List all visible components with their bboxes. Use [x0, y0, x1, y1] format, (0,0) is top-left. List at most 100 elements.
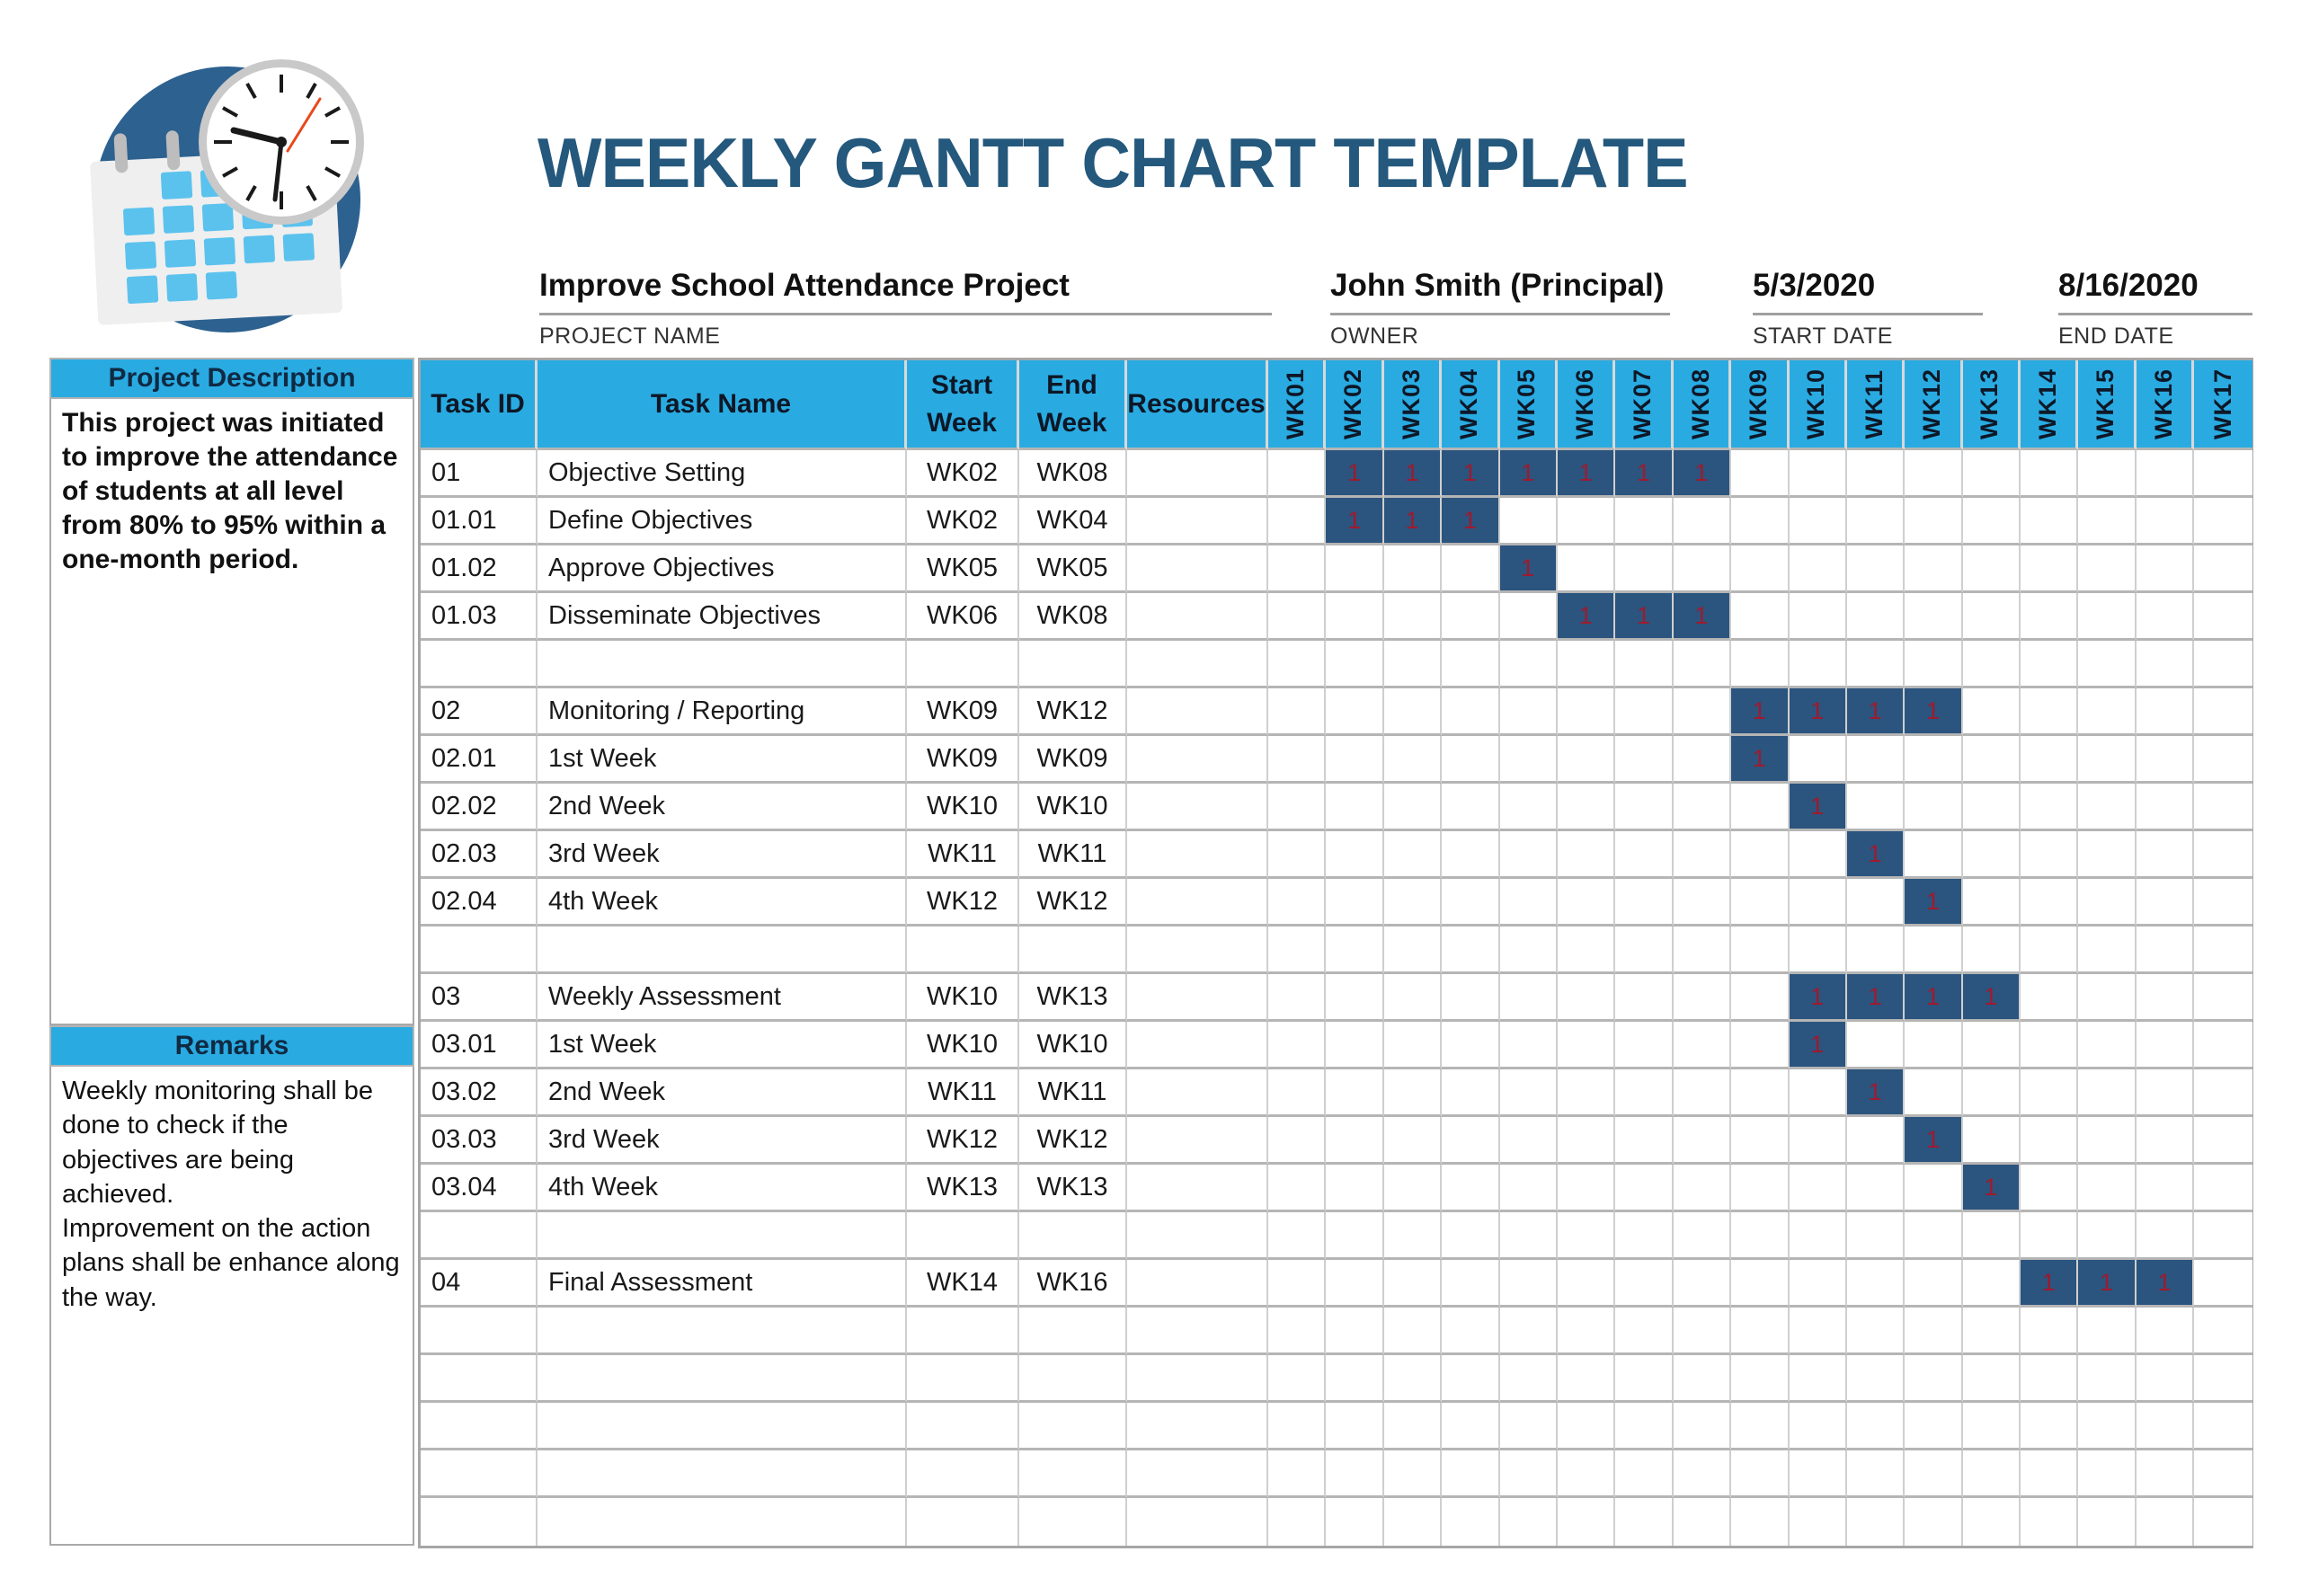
gantt-bar-cell[interactable]: 1 [2021, 1260, 2079, 1308]
task-id-cell[interactable]: 02.02 [421, 784, 537, 831]
week-cell[interactable] [2021, 1308, 2079, 1355]
resources-cell[interactable] [1127, 450, 1268, 498]
week-cell[interactable] [2194, 1450, 2252, 1498]
week-cell[interactable] [1383, 1212, 1443, 1260]
week-cell[interactable] [1615, 927, 1674, 974]
task-id-cell[interactable]: 02.03 [421, 831, 537, 879]
week-cell[interactable] [1673, 927, 1732, 974]
week-cell[interactable] [1326, 1212, 1384, 1260]
week-cell[interactable] [1383, 593, 1443, 641]
week-cell[interactable] [1442, 831, 1500, 879]
week-cell[interactable] [1615, 1450, 1674, 1498]
week-cell[interactable] [1499, 1117, 1558, 1165]
week-cell[interactable] [1557, 1212, 1616, 1260]
week-cell[interactable] [1962, 1450, 2021, 1498]
week-cell[interactable] [2021, 593, 2079, 641]
start-week-cell[interactable]: WK12 [907, 879, 1019, 927]
resources-cell[interactable] [1127, 1308, 1268, 1355]
week-cell[interactable] [1905, 1450, 1963, 1498]
week-cell[interactable] [1442, 1403, 1500, 1450]
week-cell[interactable] [1499, 879, 1558, 927]
week-cell[interactable] [1557, 1450, 1616, 1498]
week-cell[interactable] [1789, 1165, 1847, 1212]
task-name-cell[interactable]: Weekly Assessment [537, 974, 907, 1022]
task-name-cell[interactable]: Monitoring / Reporting [537, 688, 907, 736]
week-cell[interactable] [2194, 641, 2252, 688]
week-cell[interactable] [1962, 831, 2021, 879]
week-cell[interactable] [1383, 1498, 1443, 1546]
end-week-cell[interactable]: WK04 [1019, 498, 1127, 545]
end-week-cell[interactable]: WK16 [1019, 1260, 1127, 1308]
week-cell[interactable] [1499, 927, 1558, 974]
week-cell[interactable] [1846, 1450, 1906, 1498]
remarks-text[interactable]: Weekly monitoring shall be done to check… [49, 1067, 414, 1546]
resources-cell[interactable] [1127, 498, 1268, 545]
week-cell[interactable] [1673, 831, 1732, 879]
gantt-bar-cell[interactable]: 1 [1846, 1069, 1906, 1117]
week-cell[interactable] [1557, 736, 1616, 784]
task-name-cell[interactable] [537, 1212, 907, 1260]
week-cell[interactable] [1846, 1260, 1906, 1308]
week-cell[interactable] [1557, 1308, 1616, 1355]
week-cell[interactable] [2194, 1212, 2252, 1260]
week-cell[interactable] [2194, 927, 2252, 974]
resources-cell[interactable] [1127, 1022, 1268, 1069]
task-name-cell[interactable] [537, 1450, 907, 1498]
start-week-cell[interactable]: WK12 [907, 1117, 1019, 1165]
week-cell[interactable] [1499, 1165, 1558, 1212]
week-cell[interactable] [2078, 1403, 2137, 1450]
resources-cell[interactable] [1127, 1069, 1268, 1117]
resources-cell[interactable] [1127, 545, 1268, 593]
gantt-bar-cell[interactable]: 1 [1442, 498, 1500, 545]
week-cell[interactable] [1499, 1308, 1558, 1355]
week-cell[interactable] [1326, 1069, 1384, 1117]
week-cell[interactable] [2136, 498, 2195, 545]
week-cell[interactable] [2136, 1165, 2195, 1212]
task-name-cell[interactable] [537, 927, 907, 974]
week-cell[interactable] [1789, 831, 1847, 879]
week-cell[interactable] [1615, 736, 1674, 784]
gantt-bar-cell[interactable]: 1 [1442, 450, 1500, 498]
resources-cell[interactable] [1127, 1450, 1268, 1498]
week-cell[interactable] [1905, 498, 1963, 545]
week-cell[interactable] [2021, 1403, 2079, 1450]
week-cell[interactable] [1905, 1498, 1963, 1546]
week-cell[interactable] [1326, 688, 1384, 736]
end-week-cell[interactable] [1019, 1403, 1127, 1450]
week-cell[interactable] [1268, 1165, 1327, 1212]
task-id-cell[interactable] [421, 1498, 537, 1546]
start-week-cell[interactable]: WK02 [907, 498, 1019, 545]
week-cell[interactable] [1442, 1165, 1500, 1212]
week-cell[interactable] [2194, 1403, 2252, 1450]
week-cell[interactable] [2078, 1498, 2137, 1546]
task-id-cell[interactable] [421, 1308, 537, 1355]
week-cell[interactable] [1557, 1117, 1616, 1165]
end-week-cell[interactable]: WK13 [1019, 974, 1127, 1022]
gantt-bar-cell[interactable]: 1 [1846, 831, 1906, 879]
week-cell[interactable] [1615, 641, 1674, 688]
week-cell[interactable] [2136, 1498, 2195, 1546]
start-week-cell[interactable]: WK06 [907, 593, 1019, 641]
week-cell[interactable] [2021, 1450, 2079, 1498]
end-week-cell[interactable]: WK11 [1019, 1069, 1127, 1117]
week-cell[interactable] [2078, 688, 2137, 736]
gantt-bar-cell[interactable]: 1 [1846, 688, 1906, 736]
start-week-cell[interactable]: WK14 [907, 1260, 1019, 1308]
resources-cell[interactable] [1127, 1355, 1268, 1403]
start-week-cell[interactable] [907, 1498, 1019, 1546]
week-cell[interactable] [2078, 927, 2137, 974]
week-cell[interactable] [1731, 1260, 1790, 1308]
week-cell[interactable] [1731, 927, 1790, 974]
week-cell[interactable] [2078, 1022, 2137, 1069]
start-week-cell[interactable]: WK13 [907, 1165, 1019, 1212]
week-cell[interactable] [1557, 545, 1616, 593]
task-id-cell[interactable]: 01.01 [421, 498, 537, 545]
end-week-cell[interactable]: WK08 [1019, 593, 1127, 641]
week-cell[interactable] [2194, 1022, 2252, 1069]
week-cell[interactable] [1846, 1498, 1906, 1546]
week-cell[interactable] [1962, 593, 2021, 641]
week-cell[interactable] [1962, 641, 2021, 688]
week-cell[interactable] [2136, 545, 2195, 593]
week-cell[interactable] [1499, 974, 1558, 1022]
week-cell[interactable] [2078, 545, 2137, 593]
